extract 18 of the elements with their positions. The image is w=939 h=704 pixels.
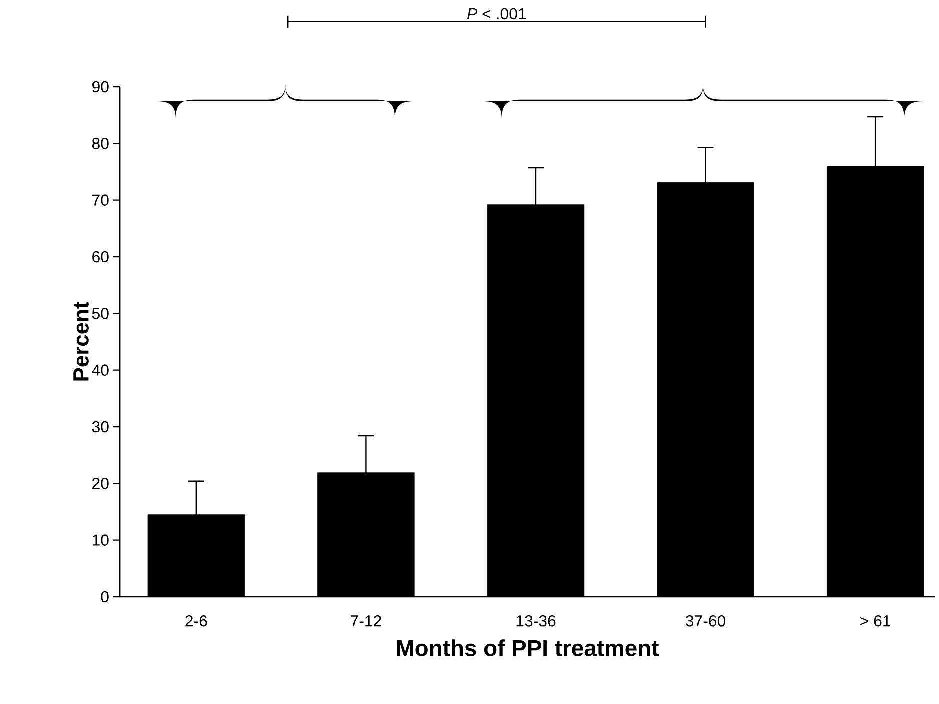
y-tick-label: 40 xyxy=(92,364,109,376)
y-tick-label: 10 xyxy=(92,534,109,546)
x-tick-label: 2-6 xyxy=(186,616,208,627)
x-tick-label: 7-12 xyxy=(351,616,382,627)
y-tick-label: 60 xyxy=(92,251,109,263)
y-tick-label: 30 xyxy=(92,421,109,433)
y-tick-label: 0 xyxy=(101,591,109,603)
x-tick-label: > 61 xyxy=(860,616,891,627)
y-tick-label: 90 xyxy=(92,81,109,93)
y-axis-title: Percent xyxy=(74,302,89,381)
y-tick-label: 70 xyxy=(92,194,109,206)
x-axis-title: Months of PPI treatment xyxy=(397,640,659,656)
y-tick-label: 80 xyxy=(92,138,109,150)
y-tick-label: 50 xyxy=(92,308,109,320)
text: P < .001 xyxy=(468,8,526,20)
x-tick-label: 37-60 xyxy=(686,616,726,627)
y-tick-label: 20 xyxy=(92,478,109,490)
x-tick-label: 13-36 xyxy=(516,616,556,627)
